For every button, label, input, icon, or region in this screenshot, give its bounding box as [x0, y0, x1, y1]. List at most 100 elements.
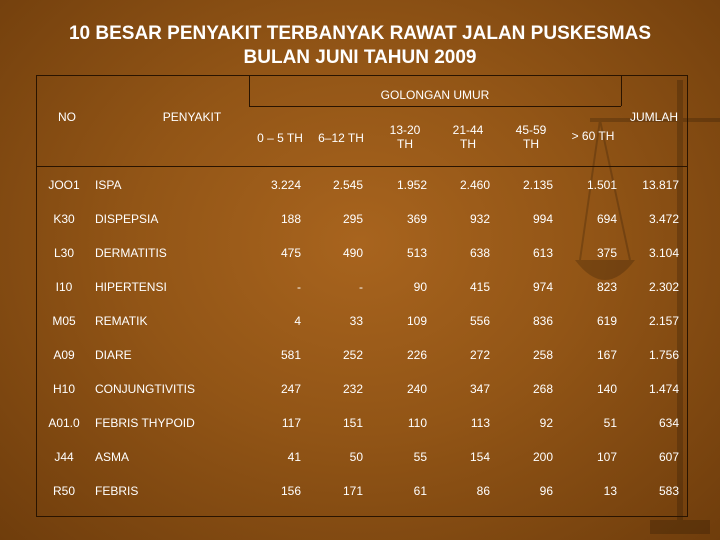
- row-age-value: 638: [469, 246, 490, 260]
- row-disease-name: CONJUNGTIVITIS: [95, 382, 196, 396]
- row-age-value: 41: [287, 450, 301, 464]
- row-disease-name: ASMA: [95, 450, 130, 464]
- row-age-value: 188: [280, 212, 301, 226]
- header-bottom-border: [37, 166, 687, 167]
- row-age-value: 375: [596, 246, 617, 260]
- row-disease-name: DIARE: [95, 348, 132, 362]
- row-code: J44: [54, 450, 74, 464]
- row-age-value: 252: [342, 348, 363, 362]
- row-age-value: 694: [596, 212, 617, 226]
- row-age-value: 3.224: [270, 178, 301, 192]
- row-disease-name: HIPERTENSI: [95, 280, 167, 294]
- row-age-value: 823: [596, 280, 617, 294]
- row-total: 3.104: [648, 246, 679, 260]
- row-age-value: 347: [469, 382, 490, 396]
- row-disease-name: FEBRIS THYPOID: [95, 416, 195, 430]
- row-age-value: 932: [469, 212, 490, 226]
- row-total: 583: [658, 484, 679, 498]
- row-age-value: 581: [280, 348, 301, 362]
- row-age-value: 556: [469, 314, 490, 328]
- header-age-0: 0 – 5 TH: [257, 131, 303, 145]
- row-total: 2.302: [648, 280, 679, 294]
- row-code: JOO1: [48, 178, 80, 192]
- header-right-border: [621, 76, 622, 106]
- row-disease-name: ISPA: [95, 178, 122, 192]
- row-age-value: 295: [342, 212, 363, 226]
- row-total: 1.756: [648, 348, 679, 362]
- row-age-value: 258: [532, 348, 553, 362]
- row-code: A09: [53, 348, 75, 362]
- row-age-value: 109: [406, 314, 427, 328]
- header-age-3: 21-44 TH: [452, 123, 484, 151]
- row-age-value: 240: [406, 382, 427, 396]
- row-age-value: 113: [470, 416, 490, 430]
- row-disease-name: DISPEPSIA: [95, 212, 159, 226]
- row-age-value: 200: [532, 450, 553, 464]
- row-age-value: 86: [476, 484, 490, 498]
- row-age-value: 4: [294, 314, 301, 328]
- row-age-value: 613: [532, 246, 553, 260]
- row-age-value: 247: [280, 382, 301, 396]
- row-age-value: 90: [413, 280, 427, 294]
- row-age-value: 2.460: [459, 178, 490, 192]
- row-age-value: 167: [596, 348, 617, 362]
- header-age-5: > 60 TH: [571, 129, 615, 143]
- header-age-4: 45-59 TH: [515, 123, 547, 151]
- row-age-value: 1.501: [586, 178, 617, 192]
- row-age-value: 107: [596, 450, 617, 464]
- header-golongan-umur: GOLONGAN UMUR: [380, 88, 490, 102]
- row-code: I10: [55, 280, 73, 294]
- row-code: K30: [53, 212, 75, 226]
- header-divider: [249, 106, 621, 107]
- row-code: R50: [52, 484, 75, 498]
- row-age-value: 154: [469, 450, 490, 464]
- row-age-value: 96: [539, 484, 553, 498]
- row-age-value: -: [359, 280, 363, 294]
- page-title: 10 BESAR PENYAKIT TERBANYAK RAWAT JALAN …: [0, 22, 720, 70]
- row-code: L30: [53, 246, 75, 260]
- row-disease-name: FEBRIS: [95, 484, 139, 498]
- row-age-value: 61: [413, 484, 427, 498]
- header-age-2: 13-20 TH: [389, 123, 421, 151]
- row-age-value: 974: [532, 280, 553, 294]
- row-total: 2.157: [648, 314, 679, 328]
- row-age-value: 110: [407, 416, 427, 430]
- row-age-value: 226: [406, 348, 427, 362]
- row-total: 607: [658, 450, 679, 464]
- row-age-value: 232: [342, 382, 363, 396]
- row-age-value: 490: [342, 246, 363, 260]
- row-age-value: 513: [406, 246, 427, 260]
- row-age-value: 156: [280, 484, 301, 498]
- row-total: 1.474: [648, 382, 679, 396]
- row-age-value: 171: [342, 484, 363, 498]
- row-total: 13.817: [642, 178, 679, 192]
- row-age-value: 51: [603, 416, 617, 430]
- row-code: M05: [52, 314, 76, 328]
- row-age-value: 475: [280, 246, 301, 260]
- row-total: 634: [658, 416, 679, 430]
- title-line-1: 10 BESAR PENYAKIT TERBANYAK RAWAT JALAN …: [68, 23, 652, 44]
- row-age-value: 2.545: [332, 178, 363, 192]
- row-age-value: 55: [413, 450, 427, 464]
- row-age-value: 117: [281, 416, 301, 430]
- row-age-value: 268: [532, 382, 553, 396]
- row-age-value: 140: [596, 382, 617, 396]
- row-disease-name: REMATIK: [95, 314, 148, 328]
- row-age-value: 50: [349, 450, 363, 464]
- disease-table: GOLONGAN UMUR NO PENYAKIT JUMLAH 0 – 5 TH 6–1…: [36, 75, 688, 517]
- row-age-value: 994: [532, 212, 553, 226]
- header-age-1: 6–12 TH: [318, 131, 364, 145]
- row-age-value: 415: [469, 280, 490, 294]
- row-age-value: 272: [469, 348, 490, 362]
- row-code: A01.0: [48, 416, 80, 430]
- header-left-border: [249, 76, 250, 106]
- row-age-value: 92: [539, 416, 553, 430]
- row-age-value: 619: [596, 314, 617, 328]
- row-age-value: 33: [349, 314, 363, 328]
- header-no: NO: [58, 110, 76, 124]
- row-code: H10: [52, 382, 75, 396]
- row-disease-name: DERMATITIS: [95, 246, 167, 260]
- row-age-value: 836: [532, 314, 553, 328]
- row-age-value: 2.135: [522, 178, 553, 192]
